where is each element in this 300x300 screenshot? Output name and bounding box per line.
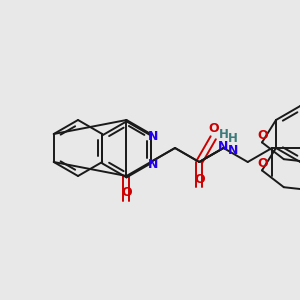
Text: O: O [258, 129, 268, 142]
Text: O: O [208, 122, 219, 135]
Text: N: N [148, 158, 158, 170]
Text: N: N [218, 140, 229, 152]
Text: H: H [227, 131, 237, 145]
Text: H: H [219, 128, 228, 142]
Text: O: O [121, 186, 132, 199]
Text: O: O [194, 173, 205, 186]
Text: N: N [227, 145, 238, 158]
Text: O: O [258, 157, 268, 170]
Text: N: N [148, 130, 158, 142]
